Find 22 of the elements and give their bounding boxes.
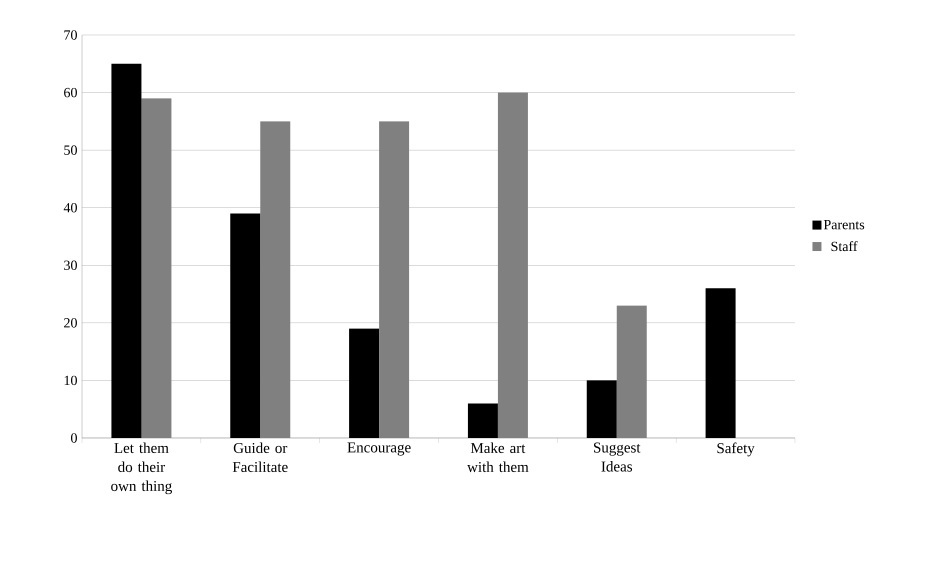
x-tick-label: Encourage [347, 442, 411, 456]
y-tick-label: 40 [64, 202, 77, 212]
y-tick-label: 30 [64, 260, 77, 270]
bar [468, 403, 498, 438]
x-tick-label: Let them do their own thing [111, 442, 172, 494]
x-tick-label: Safety [717, 442, 755, 456]
x-tick-label: Suggest Ideas [594, 442, 640, 472]
bar [230, 213, 260, 438]
bar [706, 288, 736, 438]
y-tick-label: 10 [64, 376, 77, 386]
legend-label: Staff [832, 241, 858, 252]
bar [349, 328, 380, 438]
y-tick-label: 70 [64, 30, 77, 40]
bar [586, 380, 617, 438]
x-tick-label: Guide or Facilitate [232, 442, 288, 472]
y-tick-label: 20 [64, 318, 77, 328]
x-tick-label: Make art with them [467, 442, 529, 472]
y-tick-label: 0 [71, 433, 77, 443]
bar [111, 64, 142, 438]
y-tick-label: 60 [64, 88, 77, 98]
y-tick-label: 50 [64, 145, 77, 155]
legend-label: Parents [824, 220, 864, 230]
